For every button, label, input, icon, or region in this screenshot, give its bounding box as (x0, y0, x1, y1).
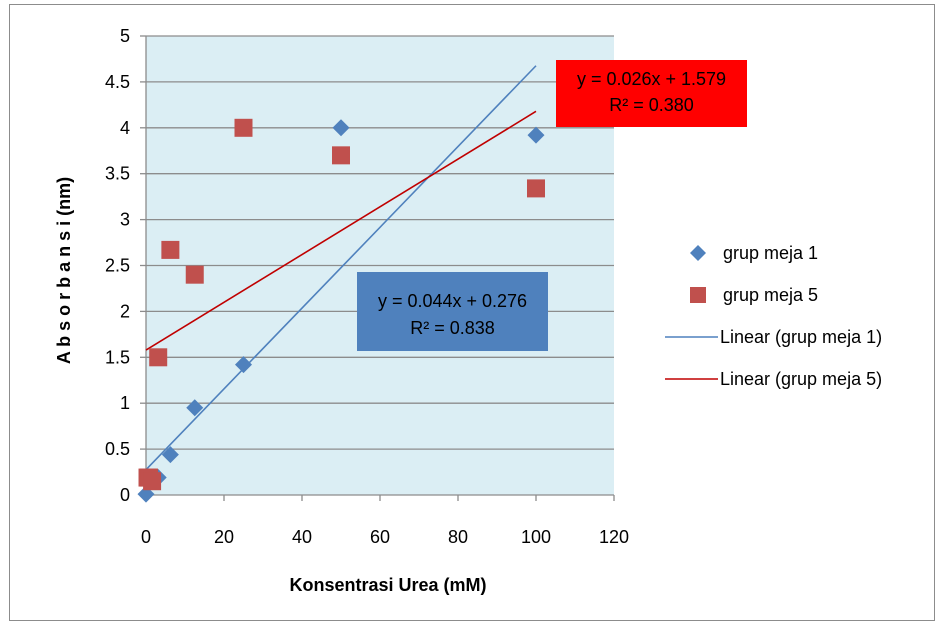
data-point-2 (185, 265, 204, 284)
legend: grup meja 1 grup meja 5 Linear (grup meja … (665, 243, 882, 389)
data-point-1 (161, 446, 179, 464)
y-tick-label: 1 (120, 393, 130, 413)
trendline-1 (145, 65, 537, 471)
legend-entry-3: Linear (grup meja 1) (665, 327, 882, 347)
y-tick-label: 4.5 (105, 72, 130, 92)
data-point-2 (149, 348, 168, 367)
data-point-2 (527, 179, 545, 198)
data-point-2 (234, 118, 253, 137)
x-tick-label: 80 (448, 527, 468, 547)
legend-label: grup meja 1 (723, 243, 818, 263)
trendline-equation: y = 0.026x + 1.579 (577, 69, 726, 89)
x-tick-label: 120 (599, 527, 629, 547)
trendline-r2: R² = 0.380 (609, 95, 694, 115)
trendline-label-box (357, 272, 548, 351)
data-point-2 (161, 240, 180, 259)
legend-label: grup meja 5 (723, 285, 818, 305)
x-tick-label: 20 (214, 527, 234, 547)
data-point-2 (143, 472, 162, 491)
x-tick-labels: 0 20 40 60 80 100 120 (141, 527, 629, 547)
data-point-1 (527, 126, 545, 144)
legend-marker-diamond (690, 245, 706, 261)
x-axis-title: Konsentrasi Urea (mM) (289, 575, 486, 595)
trendline-label-box (556, 60, 747, 127)
y-tick-label: 5 (120, 26, 130, 46)
y-tick-label: 4 (120, 118, 130, 138)
legend-label: Linear (grup meja 5) (720, 369, 882, 389)
trendline-label-1: y = 0.044x + 0.276 R² = 0.838 (357, 272, 548, 351)
data-point-1 (235, 356, 252, 374)
y-tick-label: 3 (120, 210, 130, 230)
y-tick-label: 2.5 (105, 256, 130, 276)
y-axis-title: A b s o r b a n s i (nm) (54, 177, 74, 364)
legend-label: Linear (grup meja 1) (720, 327, 882, 347)
legend-entry-4: Linear (grup meja 5) (665, 369, 882, 389)
trendline-label-2: y = 0.026x + 1.579 R² = 0.380 (556, 60, 747, 127)
trendline-r2: R² = 0.838 (410, 318, 495, 338)
legend-entry-2: grup meja 5 (690, 285, 818, 305)
data-point-1 (332, 119, 350, 137)
trendline-equation: y = 0.044x + 0.276 (378, 291, 527, 311)
trendline-equations: y = 0.044x + 0.276 R² = 0.838 y = 0.026x +… (357, 60, 747, 351)
y-tick-label: 1.5 (105, 347, 130, 367)
data-points (137, 118, 545, 503)
legend-marker-square (690, 287, 706, 303)
data-point-2 (332, 146, 350, 165)
y-tick-label: 3.5 (105, 164, 130, 184)
y-tick-labels: 0 0.5 1 1.5 2 2.5 3 3.5 4 4.5 5 (105, 26, 130, 505)
y-tick-label: 0 (120, 485, 130, 505)
x-tick-label: 100 (521, 527, 551, 547)
y-tick-label: 2 (120, 301, 130, 321)
trendline-2 (145, 110, 537, 351)
x-tick-label: 40 (292, 527, 312, 547)
data-point-1 (186, 399, 204, 417)
legend-entry-1: grup meja 1 (690, 243, 818, 263)
y-tick-label: 0.5 (105, 439, 130, 459)
trendlines (145, 65, 537, 471)
x-tick-label: 0 (141, 527, 151, 547)
x-tick-label: 60 (370, 527, 390, 547)
